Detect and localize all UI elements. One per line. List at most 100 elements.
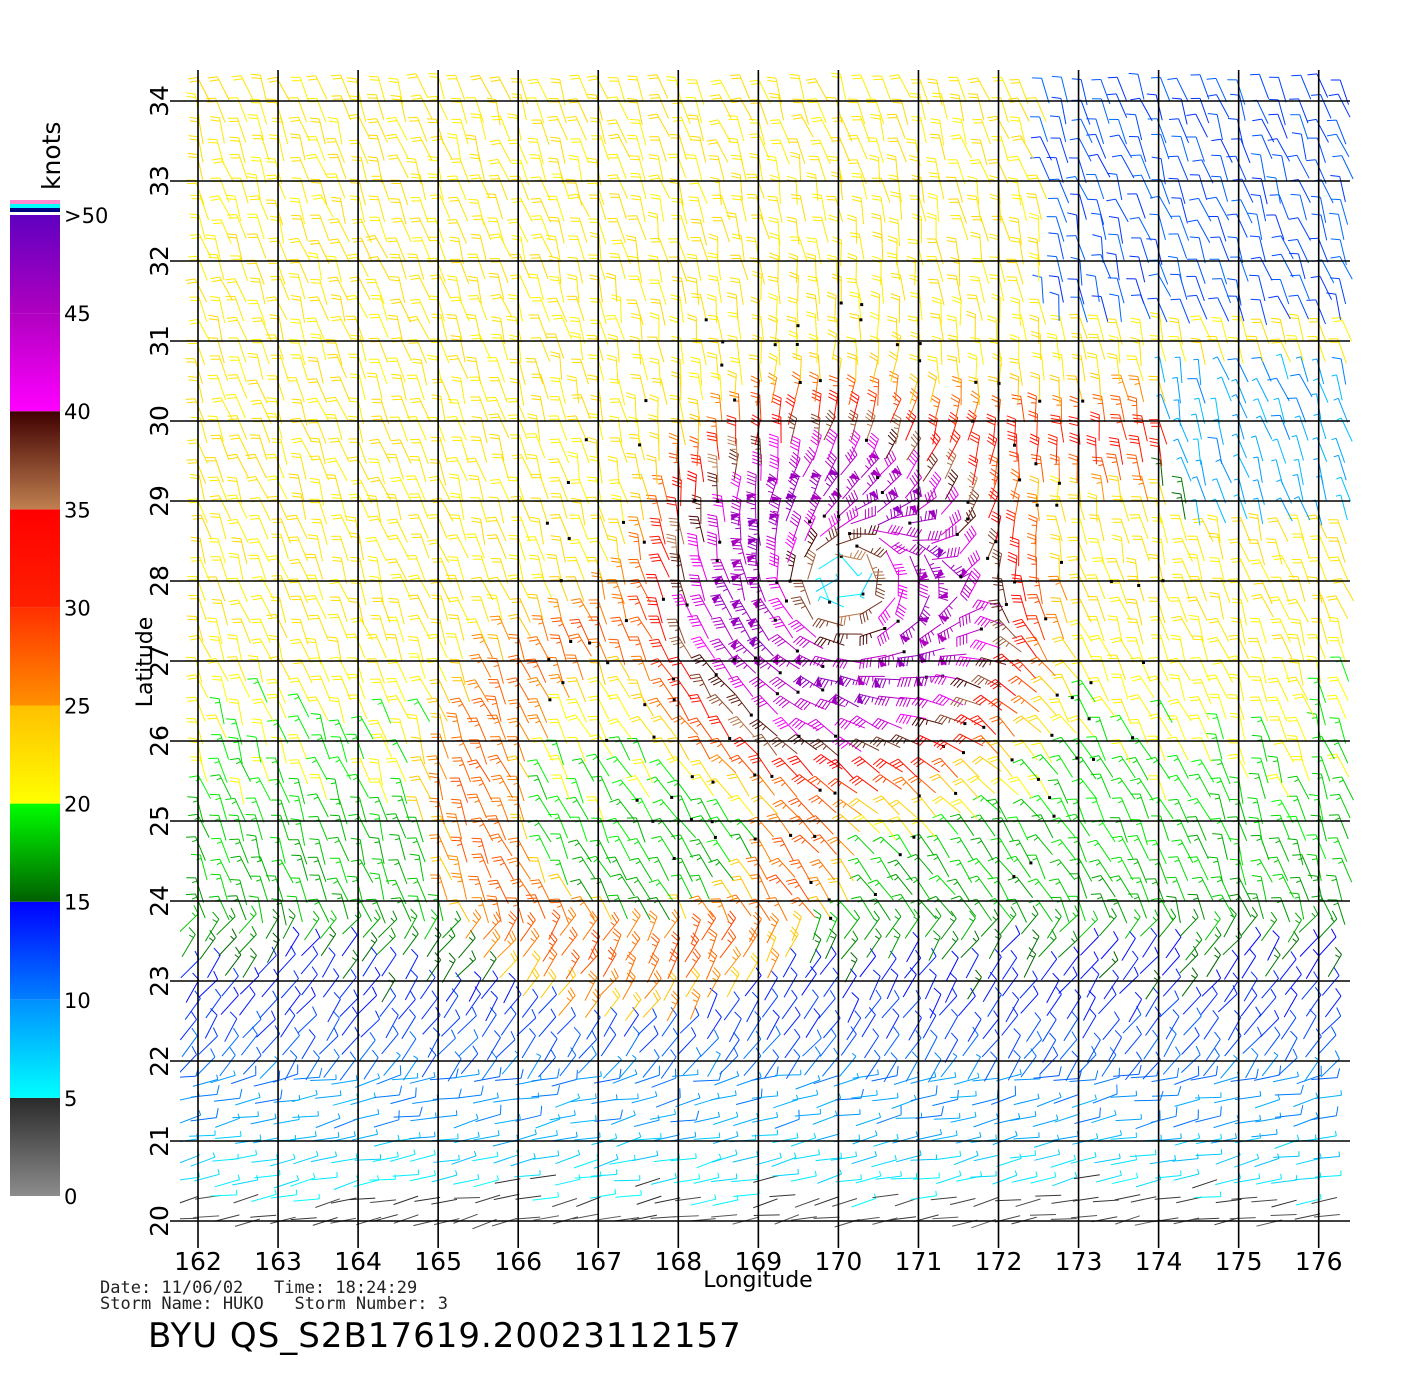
wind-barb [188,135,204,163]
wind-barb [1108,118,1127,145]
wind-barb [649,357,662,386]
wind-barb [1126,598,1143,626]
wind-barb [1050,533,1062,563]
rain-flag [733,398,737,402]
wind-barb [1046,972,1060,1004]
wind-barb [1179,908,1199,937]
wind-barb [932,813,959,835]
wind-barb [1203,1047,1220,1077]
wind-barb [771,776,798,798]
wind-barb [861,1007,876,1038]
wind-barb [810,116,833,141]
wind-barb [319,1027,339,1055]
wind-barb [790,596,814,620]
wind-barb [1258,988,1277,1018]
rain-flag [959,575,963,579]
wind-barb [1200,985,1218,1015]
wind-barb [308,296,330,321]
wind-barb [305,317,326,343]
wind-barb [930,1072,957,1082]
wind-barb [822,1047,840,1077]
wind-barb [626,908,641,939]
wind-barb [965,947,979,979]
wind-barb [822,466,841,497]
wind-barb [859,600,883,625]
wind-barb [207,947,221,979]
wind-barb [1226,213,1248,238]
wind-barb [301,966,318,996]
wind-barb [706,431,720,460]
wind-barb [251,134,270,161]
wind-barb [1294,1213,1321,1220]
wind-barb [1226,295,1245,322]
wind-barb [745,856,768,881]
rain-flag [773,618,777,622]
wind-barb [371,415,391,441]
wind-barb [288,237,311,262]
wind-barb [790,1132,817,1147]
wind-barb [1027,174,1048,200]
wind-barb [258,946,277,975]
wind-barb [488,175,508,201]
wind-barb [1326,119,1347,145]
wind-barb [229,777,245,805]
wind-barb [286,514,308,540]
wind-barb [832,1198,858,1207]
wind-barb [1110,413,1128,441]
wind-barb [1287,735,1304,762]
wind-barb [491,316,506,345]
wind-barb [784,926,799,957]
wind-barb [934,1151,962,1161]
wind-barb [272,1064,299,1083]
wind-barb [689,839,713,863]
wind-barb [409,1071,436,1084]
wind-barb [1049,374,1061,404]
wind-barb [1107,76,1128,102]
wind-barb [1166,876,1186,902]
wind-barb [410,533,430,559]
wind-barb [528,794,552,818]
wind-barb [636,1195,662,1205]
wind-barb [816,1093,842,1109]
wind-barb [847,834,875,855]
wind-barb [1183,1007,1202,1036]
wind-barb [451,872,467,900]
longitude-tick-label: 174 [1135,1247,1183,1276]
wind-barb [966,409,977,441]
wind-barb [466,759,491,783]
wind-barb [1231,378,1247,404]
wind-barb [180,1011,197,1041]
wind-barb [419,969,436,1000]
wind-barb [1321,1007,1342,1035]
wind-barb [637,1008,658,1036]
wind-barb [608,77,626,103]
wind-barb [706,799,730,823]
wind-barb [1274,1105,1304,1118]
wind-barb [1029,1214,1056,1216]
wind-barb [765,473,779,505]
wind-barb [1248,816,1264,845]
wind-barb [259,1056,279,1079]
wind-barb [951,117,967,145]
wind-barb [351,859,374,883]
wind-barb [728,638,756,659]
wind-barb [769,454,780,485]
wind-barb [602,946,617,977]
wind-barb [726,773,750,797]
rain-flag [1012,875,1016,879]
wind-barb [410,438,429,465]
wind-barb [850,505,876,525]
wind-barb [330,493,348,521]
wind-barb [1271,459,1284,486]
wind-barb [228,552,244,580]
wind-barb [525,358,544,384]
wind-barb [391,395,411,421]
wind-barb [1174,1133,1201,1146]
wind-barb [1176,1196,1202,1204]
wind-barb [527,775,548,800]
wind-barb [500,1005,517,1036]
wind-barb [405,475,426,500]
wind-barb [1271,253,1294,278]
wind-barb [926,834,950,858]
wind-barb [1171,492,1186,520]
